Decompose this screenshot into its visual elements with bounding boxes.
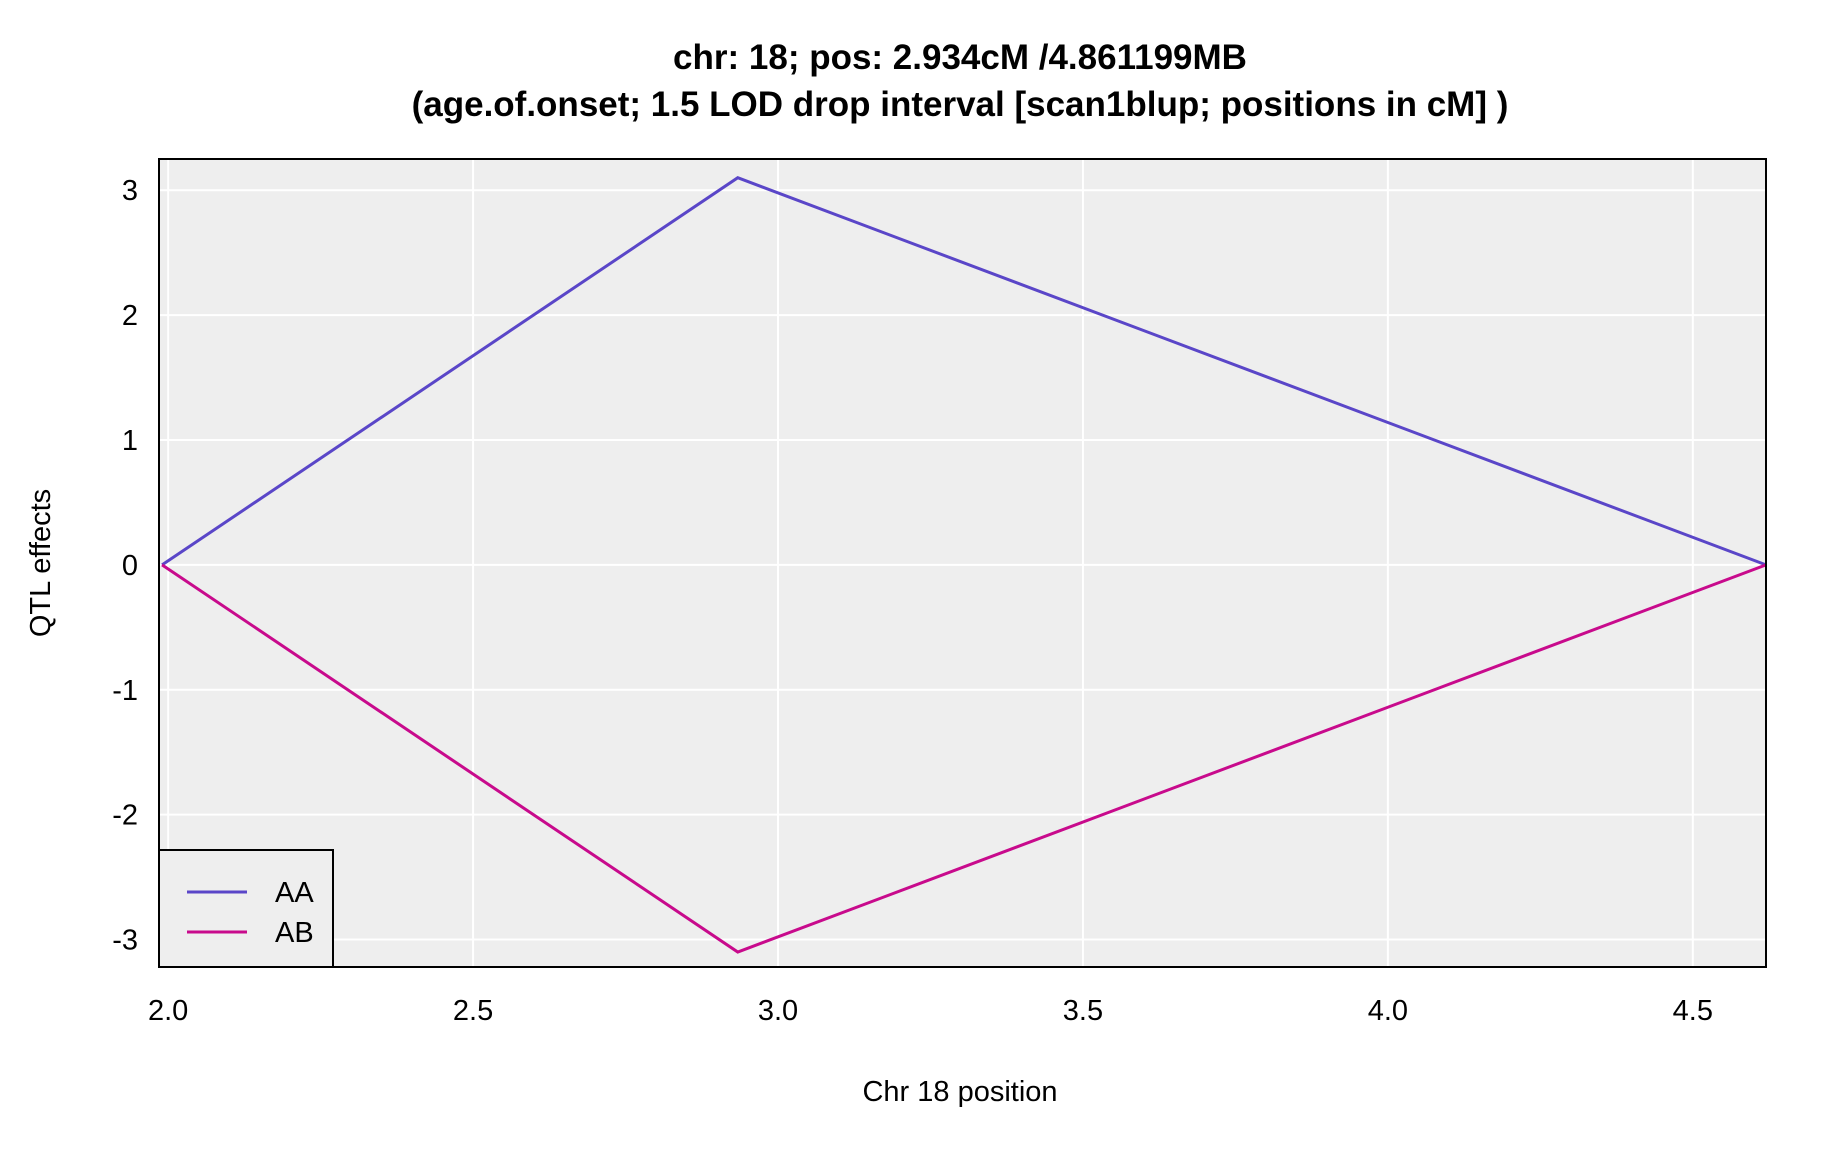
y-tick-label: -3 bbox=[112, 925, 138, 957]
x-tick-label: 2.0 bbox=[148, 995, 188, 1027]
y-tick-label: 0 bbox=[122, 550, 138, 582]
grid-lines bbox=[159, 159, 1766, 967]
legend: AA AB bbox=[158, 849, 334, 968]
x-tick-label: 3.0 bbox=[758, 995, 798, 1027]
y-tick-label: 3 bbox=[122, 175, 138, 207]
y-tick-label: 2 bbox=[122, 300, 138, 332]
x-tick-label: 2.5 bbox=[453, 995, 493, 1027]
y-axis-label: QTL effects bbox=[25, 489, 57, 637]
legend-box bbox=[158, 849, 334, 968]
x-tick-label: 3.5 bbox=[1063, 995, 1103, 1027]
x-tick-label: 4.0 bbox=[1368, 995, 1408, 1027]
y-tick-label: 1 bbox=[122, 425, 138, 457]
plot-area bbox=[159, 159, 1766, 967]
x-axis-ticks: 2.0 2.5 3.0 3.5 4.0 4.5 bbox=[148, 995, 1713, 1027]
series-line-ab bbox=[161, 563, 1767, 954]
x-axis-label: Chr 18 position bbox=[862, 1076, 1057, 1108]
y-axis-ticks: 3 2 1 0 -1 -2 -3 bbox=[112, 175, 138, 956]
y-tick-label: -1 bbox=[112, 675, 138, 707]
chart-title: chr: 18; pos: 2.934cM /4.861199MB bbox=[673, 38, 1247, 77]
plot-frame bbox=[158, 158, 1767, 968]
y-tick-label: -2 bbox=[112, 800, 138, 832]
legend-label-aa: AA bbox=[275, 877, 314, 909]
chart-subtitle: (age.of.onset; 1.5 LOD drop interval [sc… bbox=[412, 85, 1509, 124]
series-lines bbox=[161, 176, 1767, 954]
legend-label-ab: AB bbox=[275, 917, 314, 949]
x-tick-label: 4.5 bbox=[1673, 995, 1713, 1027]
series-line-aa bbox=[161, 176, 1767, 567]
